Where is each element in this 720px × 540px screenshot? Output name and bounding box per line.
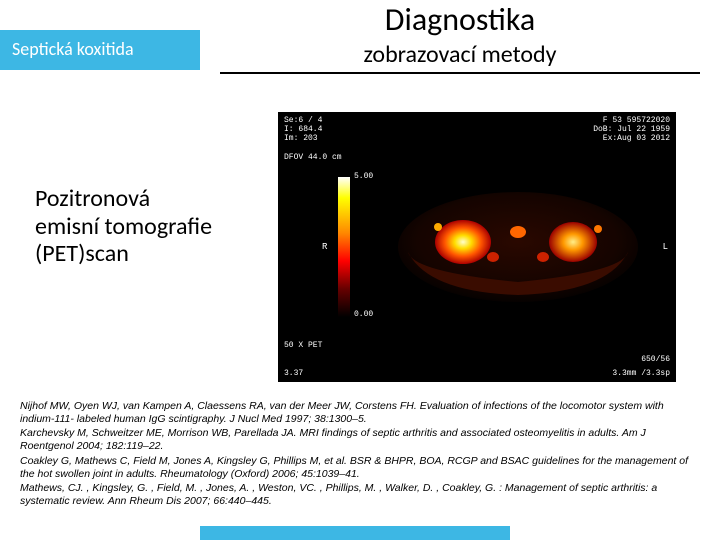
title-underline bbox=[220, 72, 700, 74]
page-subtitle: zobrazovací metody bbox=[220, 40, 700, 69]
method-line2: emisní tomografie bbox=[35, 213, 255, 241]
method-line1: Pozitronová bbox=[35, 185, 255, 213]
pet-cross-section bbox=[388, 177, 648, 317]
colorbar-max: 5.00 bbox=[354, 172, 373, 181]
page-title: Diagnostika bbox=[220, 0, 700, 39]
scan-meta-topleft: Se:6 / 4 I: 684.4 Im: 203 DFOV 44.0 cm bbox=[284, 116, 342, 162]
colorbar-min: 0.00 bbox=[354, 310, 373, 319]
scan-side-r: R bbox=[322, 242, 327, 252]
reference-item: Coakley G, Mathews C, Field M, Jones A, … bbox=[20, 455, 700, 481]
footer-band bbox=[200, 526, 510, 540]
reference-item: Mathews, CJ. , Kingsley, G. , Field, M. … bbox=[20, 482, 700, 508]
scan-meta-framecount: 650/56 bbox=[641, 355, 670, 364]
scan-side-l: L bbox=[663, 242, 668, 252]
method-line3: (PET)scan bbox=[35, 240, 255, 268]
scan-colorbar bbox=[338, 177, 350, 317]
category-band: Septická koxitida bbox=[0, 30, 200, 70]
references-block: Nijhof MW, Oyen WJ, van Kampen A, Claess… bbox=[20, 400, 700, 509]
scan-meta-bl: 3.37 bbox=[284, 369, 303, 378]
pet-scan-image: Se:6 / 4 I: 684.4 Im: 203 DFOV 44.0 cm F… bbox=[278, 112, 676, 382]
reference-item: Karchevsky M, Schweitzer ME, Morrison WB… bbox=[20, 427, 700, 453]
method-label: Pozitronová emisní tomografie (PET)scan bbox=[35, 185, 255, 268]
scan-meta-br: 3.3mm /3.3sp bbox=[612, 369, 670, 378]
scan-pet-label: 50 X PET bbox=[284, 341, 322, 350]
reference-item: Nijhof MW, Oyen WJ, van Kampen A, Claess… bbox=[20, 400, 700, 426]
category-label: Septická koxitida bbox=[12, 38, 134, 60]
scan-meta-topright: F 53 595722020 DoB: Jul 22 1959 Ex:Aug 0… bbox=[593, 116, 670, 144]
